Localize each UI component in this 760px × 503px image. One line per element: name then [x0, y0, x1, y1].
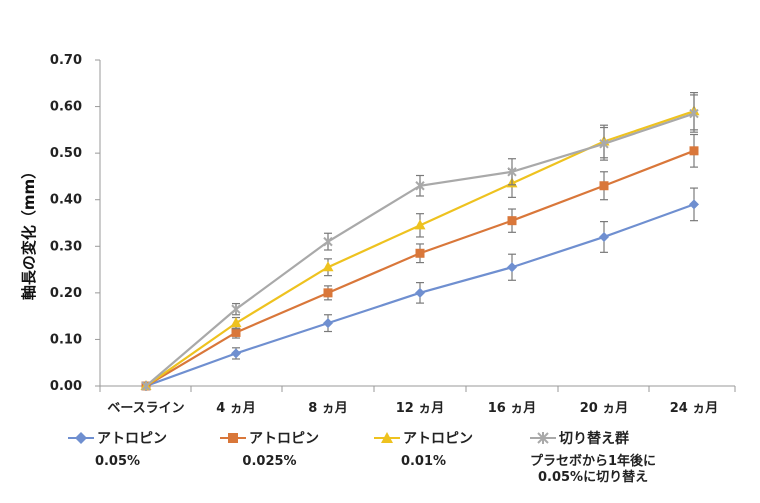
y-axis-label: 軸長の変化（mm） [20, 164, 38, 300]
data-point [507, 216, 517, 226]
legend-sublabel: 0.01% [400, 454, 447, 469]
y-tick-label: 0.40 [50, 193, 82, 208]
data-point [231, 304, 241, 315]
data-point [230, 317, 242, 328]
data-point [599, 138, 609, 149]
legend-label: アトロピン [249, 431, 319, 447]
series-2 [140, 91, 700, 390]
plot-area [140, 91, 700, 391]
x-tick-label: ベースライン [107, 401, 184, 416]
legend-x-marker-icon [530, 432, 556, 444]
data-point [689, 108, 699, 119]
legend-item-switch-group: 切り替え群 プラセボから1年後に 0.05%に切り替え [530, 428, 656, 486]
legend-item-atropine-001: アトロピン 0.01% [374, 428, 473, 470]
legend-square-marker-icon [220, 432, 246, 444]
y-tick-label: 0.00 [50, 379, 82, 394]
line-chart: 0.00 0.10 0.20 0.30 0.40 0.50 0.60 0.70 ベースライン 4… [20, 53, 736, 416]
legend-label: アトロピン [403, 431, 473, 447]
legend-item-atropine-0025: アトロピン 0.025% [220, 428, 319, 470]
y-tick-label: 0.20 [50, 286, 82, 301]
y-tick-label: 0.30 [50, 239, 82, 254]
data-point [141, 381, 151, 391]
y-axis-ticks: 0.00 0.10 0.20 0.30 0.40 0.50 0.60 0.70 [50, 53, 100, 394]
data-point [231, 348, 241, 359]
y-tick-label: 0.70 [50, 53, 82, 68]
data-point [323, 318, 333, 329]
legend-triangle-marker-icon [374, 432, 400, 444]
chart-axes [99, 60, 735, 387]
legend-diamond-marker-icon [68, 432, 94, 444]
chart-legend: アトロピン 0.05% アトロピン 0.025% アトロピン 0.01% [0, 428, 760, 503]
data-point [689, 146, 699, 156]
data-point [599, 181, 609, 191]
data-point [414, 219, 426, 230]
x-tick-label: 20 ヵ月 [580, 401, 629, 416]
y-tick-label: 0.10 [50, 332, 82, 347]
series-3 [141, 94, 699, 391]
data-point [689, 199, 699, 210]
data-point [415, 248, 425, 258]
x-tick-label: 4 ヵ月 [216, 401, 256, 416]
data-point [323, 236, 333, 247]
data-point [231, 327, 241, 337]
x-tick-label: 16 ヵ月 [488, 401, 537, 416]
legend-sublabel: プラセボから1年後に 0.05%に切り替え [530, 454, 657, 485]
legend-label: 切り替え群 [559, 431, 629, 447]
x-tick-label: 8 ヵ月 [308, 401, 348, 416]
data-point [415, 287, 425, 298]
legend-label: アトロピン [97, 431, 167, 447]
data-point [415, 180, 425, 191]
y-tick-label: 0.60 [50, 100, 82, 115]
data-point [507, 262, 517, 273]
series-1 [141, 133, 699, 391]
y-tick-label: 0.50 [50, 146, 82, 161]
data-point [322, 261, 334, 272]
legend-sublabel: 0.05% [94, 454, 141, 469]
x-tick-label: 24 ヵ月 [670, 401, 719, 416]
legend-sublabel: 0.025% [242, 454, 297, 469]
data-point [507, 166, 517, 177]
x-tick-label: 12 ヵ月 [396, 401, 445, 416]
legend-item-atropine-005: アトロピン 0.05% [68, 428, 167, 470]
x-axis-ticks: ベースライン 4 ヵ月 8 ヵ月 12 ヵ月 16 ヵ月 20 ヵ月 24 ヵ月 [99, 386, 736, 416]
data-point [599, 231, 609, 242]
data-point [323, 288, 333, 298]
